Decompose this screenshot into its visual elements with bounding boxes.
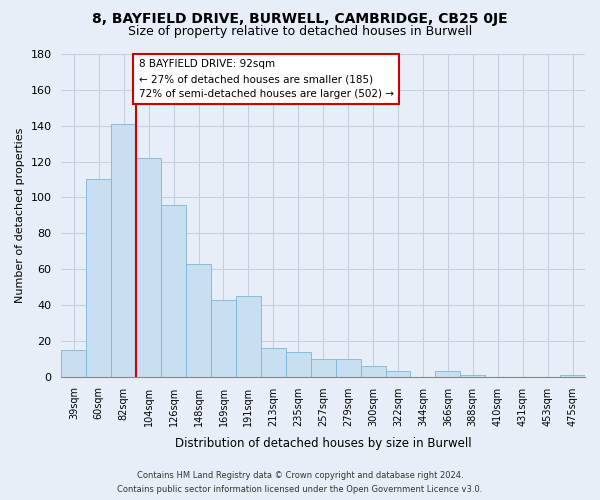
Text: 8, BAYFIELD DRIVE, BURWELL, CAMBRIDGE, CB25 0JE: 8, BAYFIELD DRIVE, BURWELL, CAMBRIDGE, C… xyxy=(92,12,508,26)
Bar xyxy=(436,372,460,376)
Bar xyxy=(311,358,335,376)
Bar xyxy=(261,348,286,376)
Bar xyxy=(161,204,186,376)
Bar xyxy=(386,372,410,376)
Bar xyxy=(335,358,361,376)
Bar xyxy=(86,180,111,376)
Bar xyxy=(111,124,136,376)
Bar xyxy=(361,366,386,376)
Bar xyxy=(460,375,485,376)
X-axis label: Distribution of detached houses by size in Burwell: Distribution of detached houses by size … xyxy=(175,437,472,450)
Bar xyxy=(186,264,211,376)
Text: Contains HM Land Registry data © Crown copyright and database right 2024.
Contai: Contains HM Land Registry data © Crown c… xyxy=(118,472,482,494)
Text: 8 BAYFIELD DRIVE: 92sqm
← 27% of detached houses are smaller (185)
72% of semi-d: 8 BAYFIELD DRIVE: 92sqm ← 27% of detache… xyxy=(139,60,394,99)
Text: Size of property relative to detached houses in Burwell: Size of property relative to detached ho… xyxy=(128,25,472,38)
Bar xyxy=(61,350,86,376)
Bar xyxy=(136,158,161,376)
Bar xyxy=(211,300,236,376)
Y-axis label: Number of detached properties: Number of detached properties xyxy=(15,128,25,303)
Bar xyxy=(236,296,261,376)
Bar xyxy=(286,352,311,376)
Bar xyxy=(560,375,585,376)
